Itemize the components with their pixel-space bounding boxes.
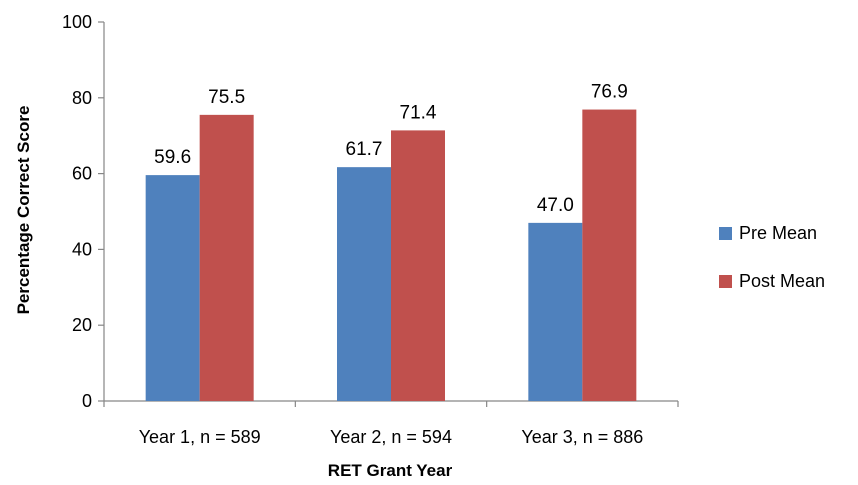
bar [528, 222, 583, 401]
x-axis-title: RET Grant Year [328, 461, 453, 480]
bar [391, 130, 445, 402]
data-label: 47.0 [537, 195, 574, 216]
legend-entry: Post Mean [739, 271, 825, 291]
bar [199, 114, 254, 401]
legend-swatch [719, 227, 732, 240]
data-label: 61.7 [346, 139, 383, 160]
x-axis: Year 1, n = 589 Year 2, n = 594 Year 3, n … [103, 400, 679, 447]
x-tick-label: Year 2, n = 594 [330, 427, 452, 447]
bar [337, 167, 391, 401]
legend-entry: Pre Mean [739, 223, 817, 243]
y-axis: 0 20 40 60 80 100 [62, 12, 105, 411]
bars [145, 109, 637, 402]
legend: Pre Mean Post Mean [719, 223, 825, 291]
y-tick-label: 60 [72, 164, 92, 184]
bar [582, 109, 637, 401]
y-tick-label: 0 [82, 391, 92, 411]
legend-swatch [719, 275, 732, 288]
x-tick-label: Year 3, n = 886 [521, 427, 643, 447]
y-tick-label: 100 [62, 12, 92, 32]
data-label: 59.6 [154, 147, 191, 168]
y-tick-label: 80 [72, 88, 92, 108]
data-label: 71.4 [400, 102, 437, 123]
y-axis-title: Percentage Correct Score [14, 106, 33, 315]
y-tick-label: 40 [72, 239, 92, 259]
bar [145, 175, 200, 401]
data-label: 76.9 [591, 82, 628, 103]
data-labels: 59.6 75.5 61.7 71.4 47.0 76.9 [154, 82, 628, 216]
x-tick-label: Year 1, n = 589 [139, 427, 261, 447]
data-label: 75.5 [208, 87, 245, 108]
y-tick-label: 20 [72, 315, 92, 335]
